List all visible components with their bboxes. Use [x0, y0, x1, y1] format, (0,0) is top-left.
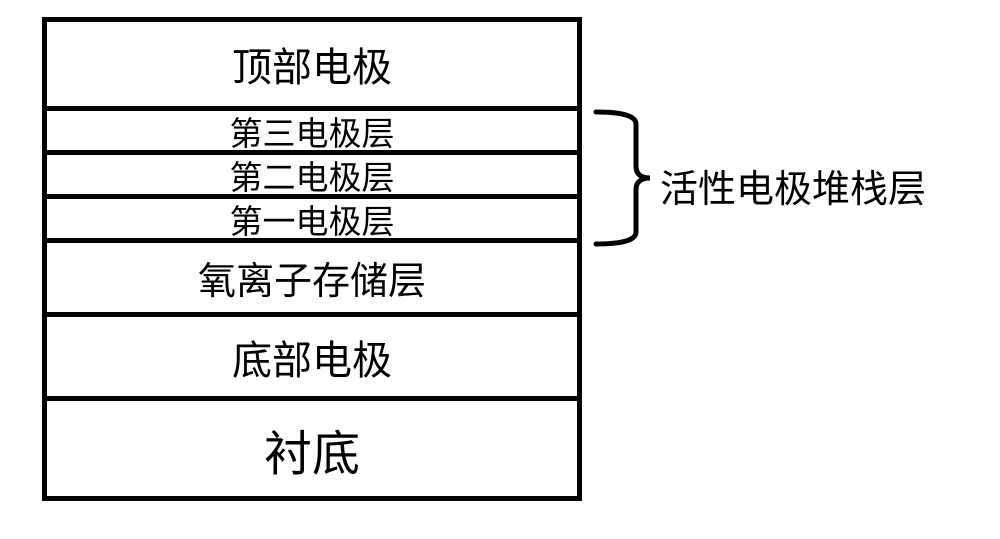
layer-electrode-layer-3: 第三电极层: [42, 111, 582, 155]
annotation-label: 活性电极堆栈层: [660, 158, 926, 213]
annotation-bracket: [592, 108, 654, 248]
diagram-canvas: 顶部电极第三电极层第二电极层第一电极层氧离子存储层底部电极衬底 活性电极堆栈层: [0, 0, 1000, 539]
layer-substrate: 衬底: [42, 401, 582, 501]
layer-oxygen-storage: 氧离子存储层: [42, 243, 582, 317]
layer-bottom-electrode: 底部电极: [42, 317, 582, 401]
layer-stack: 顶部电极第三电极层第二电极层第一电极层氧离子存储层底部电极衬底: [42, 17, 582, 501]
layer-electrode-layer-2: 第二电极层: [42, 155, 582, 199]
layer-top-electrode: 顶部电极: [42, 17, 582, 111]
layer-electrode-layer-1: 第一电极层: [42, 199, 582, 243]
